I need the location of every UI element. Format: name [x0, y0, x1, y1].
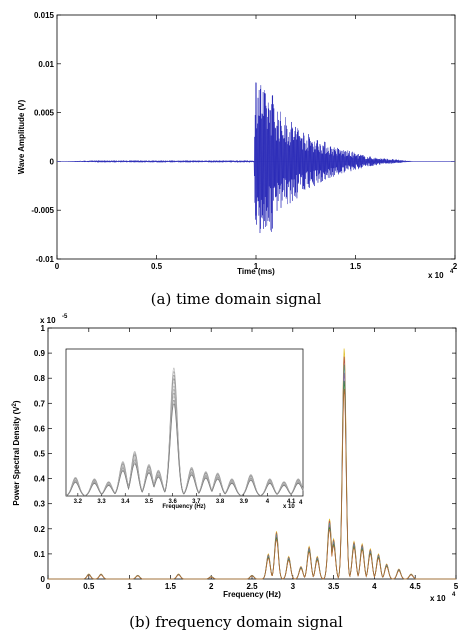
frequency-domain-y-multiplier: x 10 — [40, 316, 56, 325]
frequency-domain-y-label: Power Spectral Density (V2) — [12, 400, 21, 506]
inset-series-line — [65, 403, 304, 496]
inset-x-tick-label: 4 — [266, 499, 270, 505]
time-domain-y-label: Wave Amplitude (V) — [17, 99, 26, 174]
inset-x-tick-label: 3.3 — [97, 499, 106, 505]
frequency-domain-series-line — [48, 388, 456, 580]
time-domain-y-tick-label: -0.005 — [31, 206, 54, 215]
frequency-domain-x-tick-label: 1 — [127, 582, 132, 591]
time-domain-x-tick-label: 1 — [254, 262, 259, 271]
time-domain-y-tick-label: 0 — [50, 157, 55, 166]
frequency-domain-y-tick-label: 0.1 — [34, 550, 46, 559]
frequency-domain-x-multiplier: x 10 — [430, 594, 446, 603]
time-domain-x-tick-label: 0 — [55, 262, 60, 271]
time-domain-x-tick-label: 2 — [453, 262, 458, 271]
frequency-domain-x-tick-label: 2 — [209, 582, 214, 591]
frequency-domain-x-tick-label: 0.5 — [83, 582, 95, 591]
frequency-domain-x-tick-label: 3.5 — [328, 582, 340, 591]
inset-x-tick-label: 3.6 — [168, 499, 177, 505]
frequency-domain-y-tick-label: 0.8 — [34, 374, 46, 383]
inset-x-tick-label: 3.5 — [145, 499, 154, 505]
frequency-domain-chart: 0 0.5 1 1.5 2 2.5 3 3.5 4 4.5 5 0 0.1 0.2 0.3 0.4 0.5 0.6… — [12, 314, 459, 631]
time-domain-x-tick-label: 0.5 — [151, 262, 163, 271]
inset-x-tick-label: 3.8 — [216, 499, 225, 505]
frequency-domain-series-lines — [48, 348, 456, 580]
time-domain-y-tick-label: 0.01 — [38, 60, 54, 69]
time-domain-y-tick-label: 0.015 — [34, 11, 55, 20]
frequency-domain-y-tick-label: 0.5 — [34, 450, 46, 459]
frequency-domain-y-label-main: Power Spectral Density (V — [12, 406, 21, 506]
frequency-domain-y-label-sup: 2 — [12, 402, 18, 406]
inset-x-tick-label: 3.2 — [74, 499, 83, 505]
frequency-domain-y-tick-label: 1 — [41, 324, 46, 333]
frequency-domain-x-tick-label: 4.5 — [410, 582, 422, 591]
frequency-domain-x-tick-label: 4 — [372, 582, 377, 591]
frequency-domain-caption: (b) frequency domain signal — [129, 613, 343, 631]
inset-x-tick-label: 3.9 — [240, 499, 249, 505]
inset-ticks: 3.2 3.3 3.4 3.5 3.6 3.7 3.8 3.9 4 4.1 — [74, 493, 296, 505]
frequency-domain-y-tick-label: 0.6 — [34, 424, 46, 433]
inset-series-lines — [65, 367, 304, 496]
frequency-domain-y-tick-label: 0 — [41, 575, 46, 584]
frequency-domain-y-tick-label: 0.7 — [34, 399, 46, 408]
inset-chart: 3.2 3.3 3.4 3.5 3.6 3.7 3.8 3.9 4 4.1 Frequency (… — [65, 348, 304, 510]
inset-x-multiplier: x 10 — [283, 504, 295, 510]
frequency-domain-y-tick-label: 0.4 — [34, 475, 46, 484]
time-domain-x-multiplier-exp: 4 — [450, 269, 454, 275]
time-domain-x-label: Time (ms) — [237, 267, 275, 276]
frequency-domain-x-tick-label: 0 — [46, 582, 51, 591]
inset-x-label: Frequency (Hz) — [162, 504, 205, 510]
frequency-domain-y-label-end: ) — [12, 400, 21, 403]
time-domain-chart: 0 0.5 1 1.5 2 -0.01 -0.005 0 0.005 0.01 0.015 Time… — [17, 11, 458, 308]
time-domain-y-tick-label: 0.005 — [34, 109, 55, 118]
inset-x-tick-label: 3.4 — [121, 499, 130, 505]
time-domain-y-tick-label: -0.01 — [36, 255, 55, 264]
inset-x-tick-label: 4.1 — [287, 499, 296, 505]
inset-plot-area — [65, 348, 304, 497]
time-domain-x-multiplier: x 10 — [428, 271, 444, 280]
frequency-domain-y-tick-label: 0.9 — [34, 349, 46, 358]
frequency-domain-x-multiplier-exp: 4 — [452, 592, 456, 598]
time-domain-x-tick-label: 1.5 — [350, 262, 362, 271]
frequency-domain-y-tick-label: 0.2 — [34, 525, 46, 534]
frequency-domain-y-multiplier-exp: -5 — [62, 314, 68, 320]
frequency-domain-x-label: Frequency (Hz) — [223, 590, 281, 599]
inset-x-multiplier-exp: 4 — [299, 500, 303, 506]
frequency-domain-y-tick-label: 0.3 — [34, 500, 46, 509]
time-domain-caption: (a) time domain signal — [151, 290, 322, 308]
frequency-domain-x-tick-label: 2.5 — [246, 582, 258, 591]
frequency-domain-x-tick-label: 1.5 — [165, 582, 177, 591]
frequency-domain-ticks: 0 0.5 1 1.5 2 2.5 3 3.5 4 4.5 5 0 0.1 0.2 0.3 0.4 0.5 0.6… — [34, 324, 459, 591]
frequency-domain-x-tick-label: 5 — [454, 582, 459, 591]
inset-x-tick-label: 3.7 — [192, 499, 201, 505]
frequency-domain-x-tick-label: 3 — [291, 582, 296, 591]
time-domain-series-line — [56, 82, 455, 234]
